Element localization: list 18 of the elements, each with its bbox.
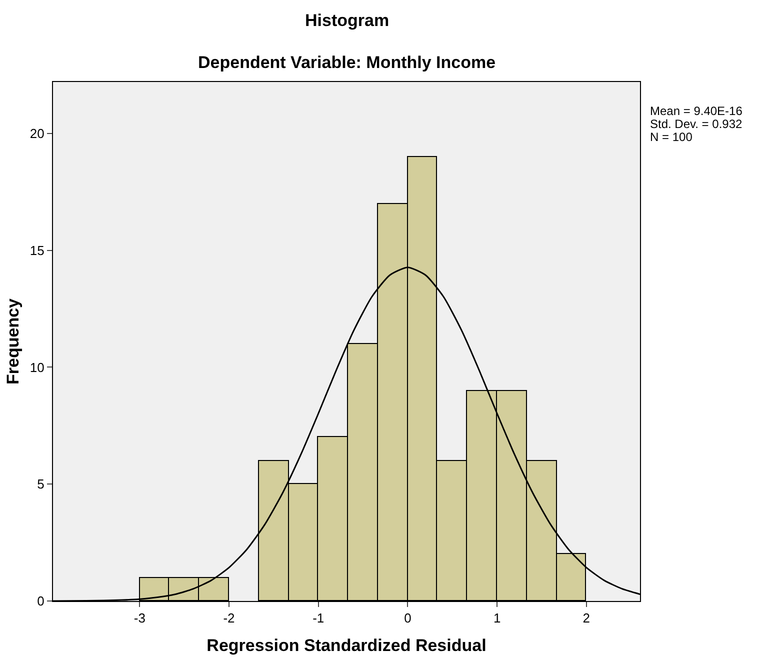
y-tick-label: 10 — [30, 360, 44, 375]
text: Mean = 9.40E-16 — [650, 104, 743, 118]
chart-title: Histogram — [305, 11, 390, 30]
x-axis-title: Regression Standardized Residual — [206, 636, 486, 655]
x-tick-label: 2 — [582, 610, 590, 626]
y-tick-label: 20 — [30, 126, 44, 141]
text: Std. Dev. = 0.932 — [650, 117, 742, 131]
x-tick-label: 1 — [493, 610, 501, 626]
y-tick-label: 5 — [37, 476, 44, 492]
x-tick-label: 0 — [404, 610, 412, 626]
y-axis-title: Frequency — [3, 298, 22, 384]
chart-subtitle: Dependent Variable: Monthly Income — [198, 53, 496, 72]
y-tick-label: 15 — [30, 242, 44, 258]
y-tick-label: 0 — [37, 594, 44, 609]
x-tick-label: -2 — [223, 610, 235, 626]
x-tick-label: -1 — [312, 610, 324, 626]
text: N = 100 — [650, 130, 693, 144]
x-tick-label: -3 — [134, 610, 146, 626]
